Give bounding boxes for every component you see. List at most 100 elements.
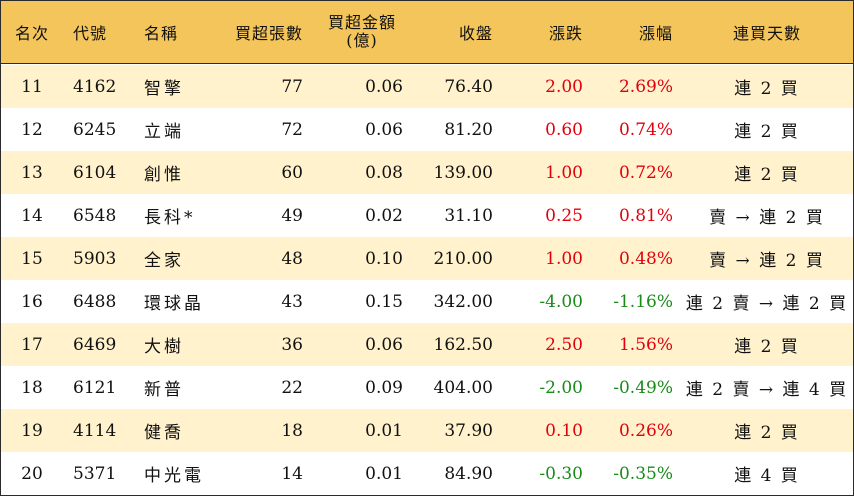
close-cell: 404.00 bbox=[433, 377, 493, 398]
header-change[interactable]: 漲跌 bbox=[548, 24, 583, 43]
change-pct-cell: 0.74% bbox=[618, 119, 673, 140]
header-net-amount[interactable]: 買超金額 (億) bbox=[321, 1, 403, 63]
streak-cell: 連 2 買 bbox=[734, 423, 800, 443]
net-lots-cell: 72 bbox=[281, 119, 303, 140]
rank-cell: 19 bbox=[21, 420, 43, 441]
streak-cell: 連 2 買 bbox=[734, 165, 800, 185]
close-cell: 210.00 bbox=[433, 248, 493, 269]
net-lots-cell: 43 bbox=[281, 291, 303, 312]
change-pct-cell: 0.81% bbox=[618, 205, 673, 226]
code-cell: 6548 bbox=[73, 205, 117, 226]
net-lots-cell: 48 bbox=[281, 248, 303, 269]
table-row[interactable]: 19 4114 健喬 18 0.01 37.90 0.10 0.26% 連 2 買 bbox=[1, 409, 853, 452]
streak-cell: 連 2 賣 → 連 2 買 bbox=[685, 294, 849, 314]
table-row[interactable]: 20 5371 中光電 14 0.01 84.90 -0.30 -0.35% 連 4 買 bbox=[1, 452, 853, 495]
net-amount-cell: 0.06 bbox=[365, 119, 403, 140]
header-close[interactable]: 收盤 bbox=[458, 24, 493, 43]
code-cell: 6469 bbox=[73, 334, 117, 355]
code-cell: 6104 bbox=[73, 162, 117, 183]
name-cell: 新普 bbox=[144, 380, 184, 400]
change-cell: 1.00 bbox=[545, 162, 583, 183]
net-amount-cell: 0.02 bbox=[365, 205, 403, 226]
rank-cell: 16 bbox=[21, 291, 43, 312]
net-amount-cell: 0.01 bbox=[365, 420, 403, 441]
code-cell: 6488 bbox=[73, 291, 117, 312]
change-cell: 0.25 bbox=[545, 205, 583, 226]
net-lots-cell: 77 bbox=[281, 76, 303, 97]
header-net-lots[interactable]: 買超張數 bbox=[234, 24, 303, 43]
streak-cell: 連 2 買 bbox=[734, 122, 800, 142]
change-pct-cell: -1.16% bbox=[613, 291, 673, 312]
table-row[interactable]: 15 5903 全家 48 0.10 210.00 1.00 0.48% 賣 → 連 2 買 bbox=[1, 237, 853, 280]
table-row[interactable]: 13 6104 創惟 60 0.08 139.00 1.00 0.72% 連 2 買 bbox=[1, 151, 853, 194]
rank-cell: 14 bbox=[21, 205, 43, 226]
rank-cell: 12 bbox=[21, 119, 43, 140]
code-cell: 5903 bbox=[73, 248, 117, 269]
name-cell: 環球晶 bbox=[144, 294, 204, 314]
close-cell: 31.10 bbox=[444, 205, 493, 226]
net-amount-cell: 0.01 bbox=[365, 463, 403, 484]
name-cell: 大樹 bbox=[144, 337, 184, 357]
net-amount-cell: 0.10 bbox=[365, 248, 403, 269]
change-cell: -0.30 bbox=[539, 463, 583, 484]
streak-cell: 賣 → 連 2 買 bbox=[709, 208, 825, 228]
header-consecutive-days[interactable]: 連買天數 bbox=[732, 24, 801, 43]
code-cell: 4162 bbox=[73, 76, 117, 97]
net-amount-cell: 0.06 bbox=[365, 76, 403, 97]
change-cell: 1.00 bbox=[545, 248, 583, 269]
net-amount-cell: 0.15 bbox=[365, 291, 403, 312]
change-pct-cell: 0.48% bbox=[618, 248, 673, 269]
table-row[interactable]: 17 6469 大樹 36 0.06 162.50 2.50 1.56% 連 2 買 bbox=[1, 323, 853, 366]
code-cell: 6245 bbox=[73, 119, 117, 140]
table-row[interactable]: 18 6121 新普 22 0.09 404.00 -2.00 -0.49% 連 2 賣 → 連… bbox=[1, 366, 853, 409]
table-row[interactable]: 12 6245 立端 72 0.06 81.20 0.60 0.74% 連 2 買 bbox=[1, 108, 853, 151]
net-amount-cell: 0.06 bbox=[365, 334, 403, 355]
table-row[interactable]: 14 6548 長科* 49 0.02 31.10 0.25 0.81% 賣 → 連 2 買 bbox=[1, 194, 853, 237]
header-rank[interactable]: 名次 bbox=[14, 24, 49, 43]
change-cell: 2.50 bbox=[545, 334, 583, 355]
change-cell: 0.10 bbox=[545, 420, 583, 441]
table-row[interactable]: 11 4162 智擎 77 0.06 76.40 2.00 2.69% 連 2 買 bbox=[1, 65, 853, 108]
change-pct-cell: 0.26% bbox=[618, 420, 673, 441]
header-change-pct[interactable]: 漲幅 bbox=[638, 24, 673, 43]
net-lots-cell: 49 bbox=[281, 205, 303, 226]
rank-cell: 20 bbox=[21, 463, 43, 484]
rank-cell: 18 bbox=[21, 377, 43, 398]
streak-cell: 連 2 賣 → 連 4 買 bbox=[685, 380, 849, 400]
close-cell: 84.90 bbox=[444, 463, 493, 484]
code-cell: 5371 bbox=[73, 463, 117, 484]
header-name[interactable]: 名稱 bbox=[144, 24, 179, 43]
name-cell: 長科* bbox=[144, 208, 196, 228]
streak-cell: 連 2 買 bbox=[734, 337, 800, 357]
net-lots-cell: 14 bbox=[281, 463, 303, 484]
close-cell: 76.40 bbox=[444, 76, 493, 97]
code-cell: 4114 bbox=[73, 420, 117, 441]
table-row[interactable]: 16 6488 環球晶 43 0.15 342.00 -4.00 -1.16% 連 2 賣 → … bbox=[1, 280, 853, 323]
header-code[interactable]: 代號 bbox=[73, 24, 108, 43]
net-lots-cell: 36 bbox=[281, 334, 303, 355]
name-cell: 全家 bbox=[144, 251, 184, 271]
change-cell: 0.60 bbox=[545, 119, 583, 140]
streak-cell: 連 2 買 bbox=[734, 79, 800, 99]
header-net-amount-line2: (億) bbox=[346, 31, 378, 50]
net-lots-cell: 18 bbox=[281, 420, 303, 441]
net-amount-cell: 0.09 bbox=[365, 377, 403, 398]
change-pct-cell: 2.69% bbox=[618, 76, 673, 97]
streak-cell: 連 4 買 bbox=[734, 466, 800, 486]
change-cell: -4.00 bbox=[539, 291, 583, 312]
name-cell: 創惟 bbox=[144, 165, 184, 185]
change-cell: 2.00 bbox=[545, 76, 583, 97]
change-pct-cell: 1.56% bbox=[618, 334, 673, 355]
rank-cell: 13 bbox=[21, 162, 43, 183]
rank-cell: 11 bbox=[21, 76, 43, 97]
streak-cell: 賣 → 連 2 買 bbox=[709, 251, 825, 271]
change-pct-cell: -0.49% bbox=[613, 377, 673, 398]
change-pct-cell: -0.35% bbox=[613, 463, 673, 484]
name-cell: 健喬 bbox=[144, 423, 184, 443]
net-lots-cell: 60 bbox=[281, 162, 303, 183]
code-cell: 6121 bbox=[73, 377, 117, 398]
change-cell: -2.00 bbox=[539, 377, 583, 398]
rank-cell: 15 bbox=[21, 248, 43, 269]
close-cell: 162.50 bbox=[433, 334, 493, 355]
